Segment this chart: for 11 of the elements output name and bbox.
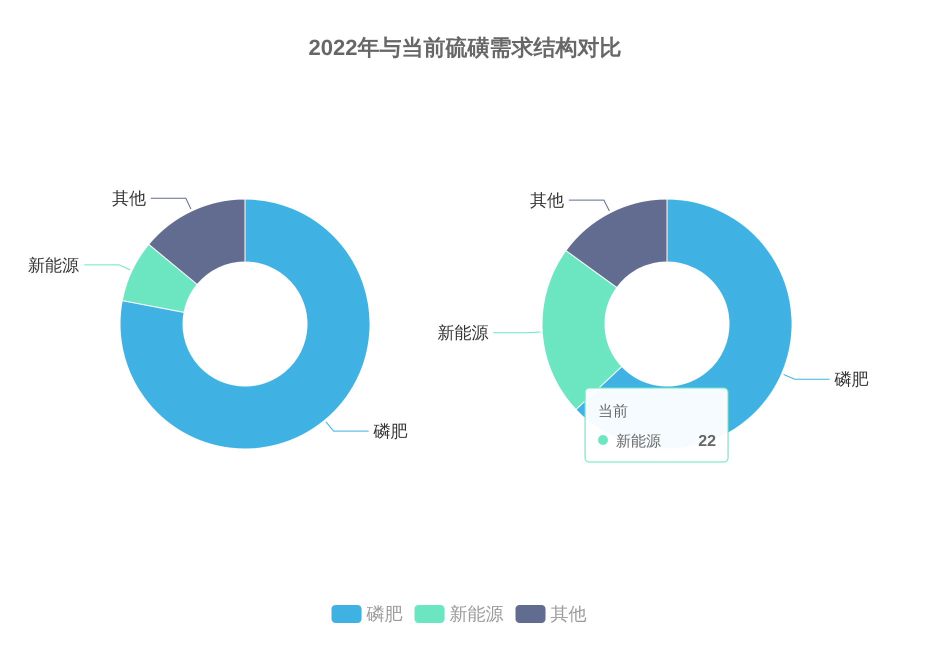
legend-label: 磷肥 [366,604,402,624]
chart-title: 2022年与当前硫磺需求结构对比 [308,35,622,60]
slice-label: 新能源 [28,256,80,275]
slice-label: 磷肥 [372,422,408,442]
slice-label: 其他 [112,189,146,208]
legend-label: 新能源 [450,604,504,624]
tooltip: 当前 新能源 22 [584,388,728,462]
slice-label: 其他 [530,191,564,210]
slice-label: 磷肥 [834,370,869,390]
slice-label: 新能源 [437,324,488,343]
legend-label: 其他 [550,604,586,624]
